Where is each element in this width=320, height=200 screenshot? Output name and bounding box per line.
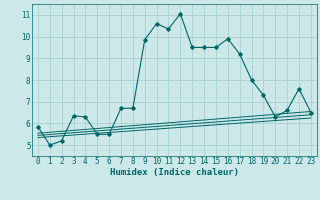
X-axis label: Humidex (Indice chaleur): Humidex (Indice chaleur) [110, 168, 239, 177]
